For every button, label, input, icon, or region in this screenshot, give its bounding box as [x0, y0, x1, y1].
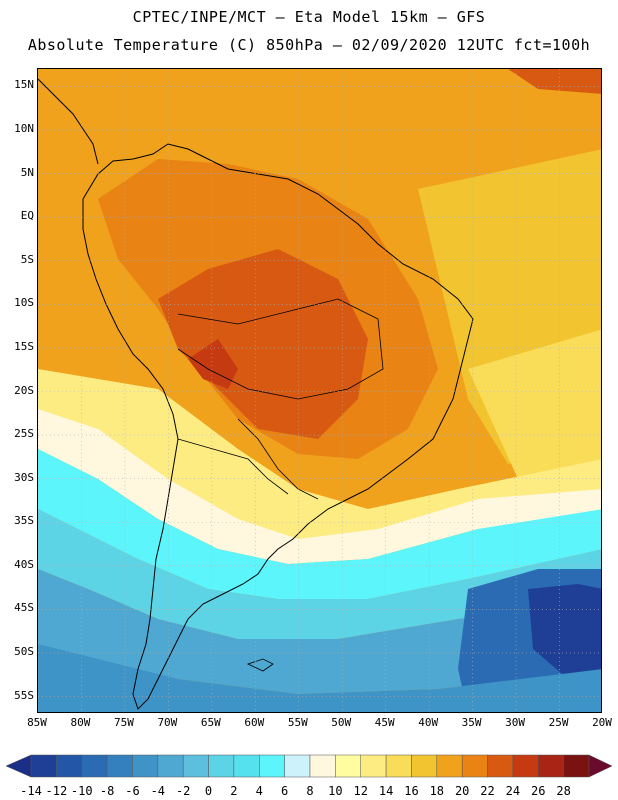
transition-pale: [38, 409, 601, 564]
colorbar-tick-label: 24: [505, 784, 521, 798]
colorbar-bin: [81, 754, 108, 778]
lat-tick-label: EQ: [20, 209, 34, 223]
lat-tick-label: 30S: [14, 470, 34, 484]
colorbar-tick-label: 20: [454, 784, 470, 798]
country-borders-3: [177, 438, 289, 495]
continent-hot-core: [158, 249, 368, 439]
coldest-zone: [528, 584, 601, 679]
colorbar-tick-label: -14: [20, 784, 42, 798]
cold-bottom-strip: [38, 644, 601, 712]
colorbar-bin: [208, 754, 235, 778]
lon-tick-label: 60W: [244, 716, 265, 729]
cold-light-blue: [38, 509, 601, 639]
lon-tick-label: 70W: [157, 716, 178, 729]
colorbar-tick-label: 26: [531, 784, 546, 798]
country-borders-2: [237, 418, 319, 500]
lon-tick-label: 30W: [505, 716, 525, 729]
colorbar-bin: [487, 754, 514, 778]
map-subtitle: Absolute Temperature (C) 850hPa – 02/09/…: [27, 36, 591, 54]
colorbar-bin: [182, 754, 209, 778]
colorbar-bin: [563, 754, 590, 778]
colorbar-bin: [436, 754, 463, 778]
lat-tick-label: 25S: [14, 427, 34, 441]
lon-tick-label: 75W: [113, 716, 134, 729]
colorbar-tick-label: 28: [556, 784, 571, 798]
colorbar-tick-label: -2: [175, 784, 191, 798]
island-falklands: [246, 658, 274, 672]
colorbar-bin: [538, 754, 564, 778]
temperature-map: [37, 68, 602, 713]
colorbar-tick-label: -4: [150, 784, 166, 798]
colorbar-bin: [360, 754, 387, 778]
lon-tick-label: 85W: [27, 716, 47, 729]
colorbar-bin: [56, 754, 82, 778]
colorbar-bin: [411, 754, 438, 778]
colorbar-bin: [132, 754, 159, 778]
lat-tick-label: 15N: [14, 78, 34, 92]
lat-tick-label: 55S: [14, 688, 34, 702]
lon-tick-label: 25W: [548, 716, 569, 729]
colorbar-bin: [106, 754, 133, 778]
colorbar-tick-label: 2: [230, 784, 238, 798]
lat-tick-label: 15S: [14, 339, 34, 353]
colorbar-bin: [309, 754, 336, 778]
colorbar-tick-label: 0: [204, 784, 213, 798]
colorbar-bin: [461, 754, 488, 778]
colorbar-bin: [259, 754, 285, 778]
colorbar-tick-label: -10: [70, 784, 93, 798]
colorbar-bin: [30, 754, 57, 778]
lon-tick-label: 80W: [70, 716, 91, 729]
lat-tick-label: 40S: [14, 557, 34, 571]
colorbar-tick-label: 6: [281, 784, 289, 798]
colorbar-tick-label: 18: [429, 784, 445, 798]
colorbar-tick-label: -6: [125, 784, 140, 798]
lat-tick-label: 5N: [20, 165, 34, 179]
warm-zone-ne: [508, 69, 601, 94]
lon-tick-label: 35W: [461, 716, 482, 729]
central-america-outline: [38, 78, 99, 165]
colorbar-bin: [157, 754, 184, 778]
colorbar-tick-label: -12: [45, 784, 68, 798]
colorbar-bin: [284, 754, 311, 778]
continent-hottest: [188, 339, 238, 389]
map-title: CPTEC/INPE/MCT – Eta Model 15km – GFS: [132, 8, 486, 26]
lat-tick-label: 10S: [14, 296, 34, 310]
colorbar-bin: [233, 754, 260, 778]
lon-tick-label: 40W: [418, 716, 439, 729]
transition-yellow: [38, 369, 601, 549]
lon-tick-label: 65W: [200, 716, 221, 729]
colorbar-bin: [512, 754, 539, 778]
colorbar-tick-label: -8: [99, 784, 115, 798]
lat-tick-label: 50S: [14, 644, 34, 658]
lon-tick-label: 20W: [592, 716, 612, 729]
colorbar-tick-label: 4: [255, 784, 263, 798]
lon-tick-label: 45W: [374, 716, 395, 729]
colorbar-under-arrow: [5, 754, 32, 778]
colorbar-over-arrow: [588, 754, 613, 778]
country-borders: [177, 298, 384, 400]
lat-tick-label: 35S: [14, 514, 34, 528]
colorbar-tick-label: 12: [353, 784, 368, 798]
colorbar-bin: [385, 754, 412, 778]
atlantic-belt-2: [468, 329, 601, 479]
lat-tick-label: 5S: [20, 252, 34, 266]
lat-tick-label: 20S: [14, 383, 34, 397]
lat-tick-label: 45S: [14, 601, 34, 615]
colorbar-bin: [335, 754, 361, 778]
colorbar-tick-label: 10: [328, 784, 343, 798]
colorbar-tick-label: 22: [480, 784, 495, 798]
colorbar-tick-label: 16: [404, 784, 419, 798]
lon-tick-label: 50W: [331, 716, 352, 729]
lon-tick-label: 55W: [287, 716, 308, 729]
colorbar-tick-label: 8: [306, 784, 314, 798]
cold-cyan-band: [38, 449, 601, 599]
lat-tick-label: 10N: [14, 122, 34, 135]
colorbar-tick-label: 14: [378, 784, 394, 798]
temperature-colorbar: [5, 754, 613, 778]
